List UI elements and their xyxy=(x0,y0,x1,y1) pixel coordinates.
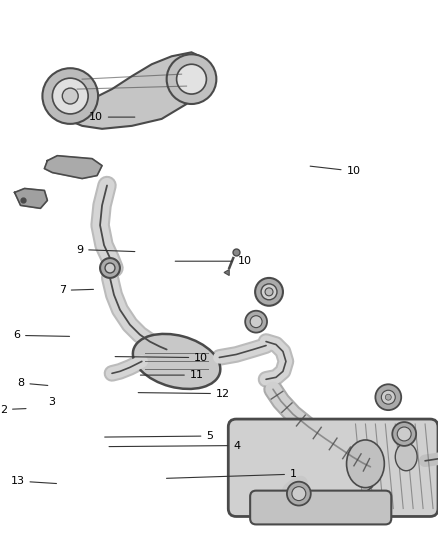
Circle shape xyxy=(375,384,401,410)
Circle shape xyxy=(250,316,262,328)
Text: 3: 3 xyxy=(48,397,55,407)
Circle shape xyxy=(62,88,78,104)
Text: 12: 12 xyxy=(138,389,230,399)
Circle shape xyxy=(287,482,311,505)
Text: 4: 4 xyxy=(109,441,240,450)
Circle shape xyxy=(100,258,120,278)
Circle shape xyxy=(53,78,88,114)
Circle shape xyxy=(392,422,416,446)
Circle shape xyxy=(265,288,273,296)
Text: 7: 7 xyxy=(59,285,93,295)
Polygon shape xyxy=(44,156,102,179)
Circle shape xyxy=(261,284,277,300)
Ellipse shape xyxy=(346,440,384,488)
Text: 10: 10 xyxy=(115,353,208,362)
Text: 13: 13 xyxy=(11,476,57,486)
Polygon shape xyxy=(14,189,47,208)
Circle shape xyxy=(42,68,98,124)
Text: 10: 10 xyxy=(89,112,135,122)
Text: 9: 9 xyxy=(76,245,135,255)
Circle shape xyxy=(255,278,283,306)
Circle shape xyxy=(105,263,115,273)
Ellipse shape xyxy=(133,334,220,389)
Text: 2: 2 xyxy=(0,405,26,415)
Circle shape xyxy=(381,390,395,404)
Text: 11: 11 xyxy=(141,370,204,380)
Circle shape xyxy=(292,487,306,500)
Circle shape xyxy=(177,64,206,94)
Text: 6: 6 xyxy=(13,330,70,341)
Text: 8: 8 xyxy=(17,378,48,388)
Ellipse shape xyxy=(395,443,417,471)
FancyBboxPatch shape xyxy=(250,491,391,524)
Circle shape xyxy=(245,311,267,333)
Text: 10: 10 xyxy=(310,166,360,176)
Circle shape xyxy=(385,394,391,400)
Text: 1: 1 xyxy=(166,469,297,479)
Text: 10: 10 xyxy=(175,256,252,266)
Text: 5: 5 xyxy=(105,431,213,441)
Circle shape xyxy=(166,54,216,104)
Circle shape xyxy=(397,427,411,441)
Polygon shape xyxy=(53,52,212,129)
FancyBboxPatch shape xyxy=(228,419,438,516)
